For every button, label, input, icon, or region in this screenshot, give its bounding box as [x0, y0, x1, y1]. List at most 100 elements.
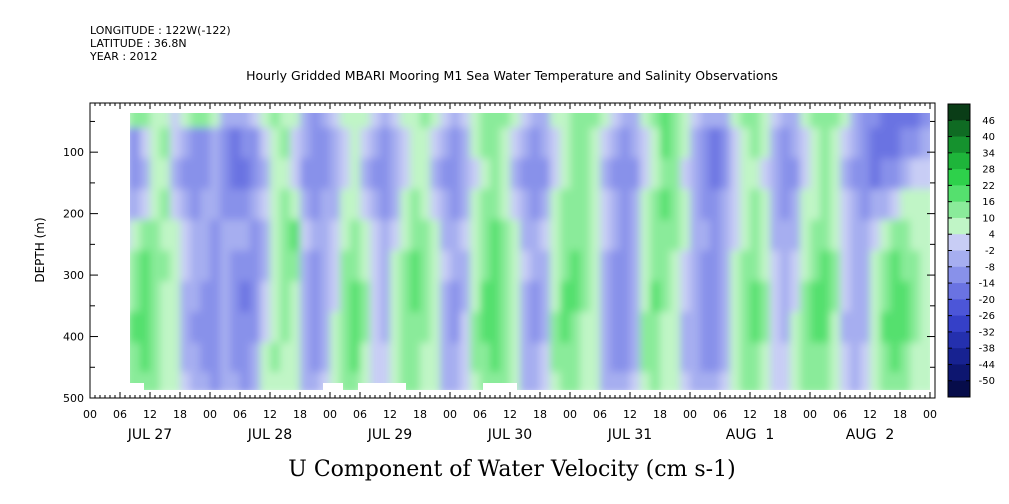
heatmap-cell	[750, 342, 761, 373]
heatmap-cell	[920, 113, 930, 129]
colorbar-swatch	[948, 152, 970, 170]
heatmap-cell	[260, 189, 271, 221]
heatmap-cell	[420, 158, 431, 190]
heatmap-cell	[200, 158, 211, 190]
colorbar-label: -8	[985, 262, 995, 273]
heatmap-cell	[200, 250, 211, 282]
heatmap-cell	[680, 127, 691, 159]
heatmap-cell	[870, 158, 881, 190]
heatmap-cell	[340, 311, 351, 344]
heatmap-cell	[240, 281, 251, 313]
heatmap-cell	[250, 311, 261, 344]
heatmap-cell	[520, 158, 531, 190]
heatmap-cell	[250, 342, 261, 373]
heatmap-cell	[320, 342, 331, 373]
heatmap-cell	[180, 250, 191, 282]
heatmap-cell	[490, 342, 501, 373]
colorbar-label: 46	[982, 116, 995, 127]
heatmap-cell	[800, 158, 811, 190]
heatmap-cell	[750, 219, 761, 252]
x-tick-label: 06	[233, 408, 247, 421]
heatmap-cell	[610, 219, 621, 252]
heatmap-cell	[400, 219, 411, 252]
heatmap-cell	[140, 281, 151, 313]
heatmap-cell	[580, 189, 591, 221]
x-tick-label: 12	[503, 408, 517, 421]
heatmap-cell	[460, 189, 471, 221]
heatmap-cell	[710, 189, 721, 221]
heatmap-cell	[310, 342, 321, 373]
heatmap-cell	[320, 281, 331, 313]
heatmap-cell	[240, 311, 251, 344]
heatmap-cell	[300, 127, 311, 159]
heatmap-cell	[880, 250, 891, 282]
heatmap-cell	[180, 189, 191, 221]
heatmap-cell	[440, 311, 451, 344]
heatmap-cell	[510, 371, 521, 390]
heatmap-cell	[310, 371, 321, 390]
heatmap-cell	[330, 371, 341, 390]
heatmap-cell	[230, 219, 241, 252]
heatmap-cell	[500, 113, 511, 129]
heatmap-cell	[320, 189, 331, 221]
heatmap-cell	[660, 250, 671, 282]
heatmap-cell	[880, 281, 891, 313]
heatmap-cell	[160, 371, 171, 390]
heatmap-cell	[340, 189, 351, 221]
x-tick-label: 06	[113, 408, 127, 421]
heatmap-cell	[200, 281, 211, 313]
heatmap-cell	[210, 113, 221, 129]
heatmap-cell	[670, 250, 681, 282]
heatmap-cell	[160, 158, 171, 190]
heatmap-cell	[420, 342, 431, 373]
heatmap-cell	[830, 342, 841, 373]
heatmap-cell	[310, 219, 321, 252]
heatmap-cell	[180, 311, 191, 344]
heatmap-cell	[150, 127, 161, 159]
heatmap-cell	[740, 342, 751, 373]
heatmap-cell	[180, 342, 191, 373]
heatmap-cell	[220, 342, 231, 373]
heatmap-cell	[260, 342, 271, 373]
heatmap-cell	[560, 342, 571, 373]
heatmap-cell	[670, 311, 681, 344]
heatmap-cell	[390, 189, 401, 221]
heatmap-cell	[520, 219, 531, 252]
heatmap-cell	[190, 250, 201, 282]
heatmap-cell	[590, 281, 601, 313]
heatmap-cell	[560, 158, 571, 190]
heatmap-cell	[130, 127, 131, 159]
heatmap-cell	[350, 281, 361, 313]
latitude-label: LATITUDE : 36.8N	[90, 37, 187, 50]
heatmap-cell	[290, 189, 301, 221]
heatmap-cell	[820, 311, 831, 344]
heatmap-cell	[730, 250, 741, 282]
y-tick-label: 500	[63, 392, 84, 405]
heatmap-cell	[910, 342, 921, 373]
colorbar-swatch	[948, 266, 970, 284]
heatmap-cell	[690, 113, 701, 129]
heatmap-cell	[690, 250, 701, 282]
heatmap-cell	[190, 281, 201, 313]
y-tick-label: 100	[63, 146, 84, 159]
heatmap-cell	[640, 158, 651, 190]
heatmap-cell	[410, 113, 421, 129]
heatmap-cell	[290, 127, 301, 159]
heatmap-cell	[900, 342, 911, 373]
heatmap-cell	[480, 189, 491, 221]
heatmap-cell	[700, 311, 711, 344]
heatmap-cell	[880, 127, 891, 159]
x-day-label: JUL 29	[367, 427, 412, 443]
heatmap-cell	[210, 371, 221, 390]
heatmap-cell	[430, 219, 441, 252]
heatmap-cell	[410, 127, 421, 159]
heatmap-cell	[820, 281, 831, 313]
heatmap-cell	[890, 219, 901, 252]
heatmap-cell	[310, 113, 321, 129]
heatmap-cell	[250, 127, 261, 159]
heatmap-cell	[640, 113, 651, 129]
heatmap-cell	[320, 158, 331, 190]
heatmap-cell	[270, 219, 281, 252]
heatmap-cell	[680, 219, 691, 252]
